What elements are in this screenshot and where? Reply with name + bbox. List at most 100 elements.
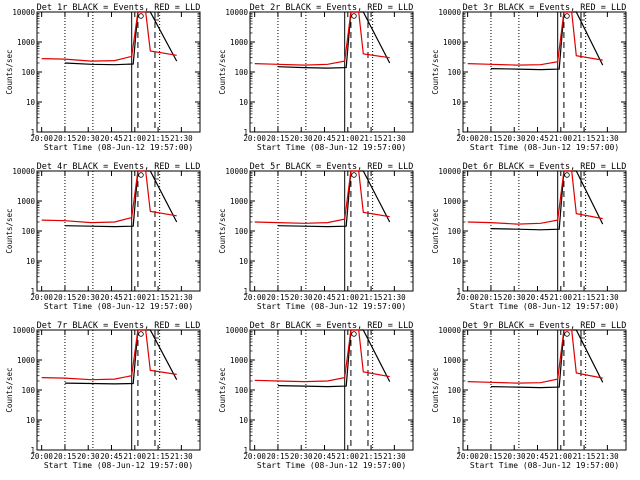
- events-series-line: [490, 329, 604, 389]
- y-tick-label: 10000: [12, 326, 35, 335]
- x-tick-label: 21:30: [596, 293, 619, 302]
- panel-title: Det 8r BLACK = Events, RED = LLD: [250, 321, 414, 331]
- y-axis-label: Counts/sec: [431, 208, 440, 253]
- y-tick-label: 10: [452, 416, 462, 425]
- plot-frame: [462, 11, 627, 133]
- panel-title: Det 5r BLACK = Events, RED = LLD: [250, 162, 414, 172]
- plot-frame: [249, 11, 414, 133]
- y-tick-label: 10000: [225, 8, 248, 17]
- x-tick-label: 21:15: [573, 134, 596, 143]
- y-tick-label: 10000: [225, 167, 248, 176]
- events-series-line: [490, 11, 604, 71]
- detector-panel: Det 8r BLACK = Events, RED = LLD 1 10 100 10…: [218, 321, 414, 470]
- detector-panel: Det 7r BLACK = Events, RED = LLD 1 10 100 10…: [5, 321, 201, 470]
- x-tick-label: 20:00: [30, 134, 53, 143]
- x-tick-label: 20:15: [480, 452, 503, 461]
- x-tick-label: 21:00: [337, 293, 360, 302]
- lld-series-line: [467, 329, 603, 384]
- y-tick-label: 10000: [12, 167, 35, 176]
- y-tick-label: 100: [21, 386, 35, 395]
- events-series-line: [277, 11, 391, 69]
- x-tick-label: 21:00: [550, 452, 573, 461]
- x-tick-label: 21:30: [596, 452, 619, 461]
- x-tick-label: 20:45: [526, 452, 549, 461]
- x-tick-label: 20:45: [100, 134, 123, 143]
- x-axis-label: Start Time (08-Jun-12 19:57:00): [44, 461, 193, 470]
- flare-flag-marker: [564, 331, 570, 337]
- y-tick-label: 1: [456, 128, 461, 137]
- x-tick-label: 20:30: [77, 293, 100, 302]
- x-tick-label: 20:00: [243, 134, 266, 143]
- detector-panel: Det 2r BLACK = Events, RED = LLD 1 10 100 10…: [218, 3, 414, 152]
- y-tick-label: 1: [456, 446, 461, 455]
- x-axis-label: Start Time (08-Jun-12 19:57:00): [257, 143, 406, 152]
- y-tick-label: 1: [243, 446, 248, 455]
- x-tick-label: 21:30: [170, 452, 193, 461]
- x-tick-label: 20:15: [267, 134, 290, 143]
- lld-series-line: [41, 11, 177, 62]
- y-axis-label: Counts/sec: [218, 367, 227, 412]
- y-axis-label: Counts/sec: [5, 49, 14, 94]
- detector-panel: Det 9r BLACK = Events, RED = LLD 1 10 100 10…: [431, 321, 627, 470]
- y-tick-label: 100: [447, 227, 461, 236]
- y-tick-label: 10: [26, 416, 36, 425]
- y-tick-label: 1000: [443, 356, 462, 365]
- x-tick-label: 20:45: [313, 134, 336, 143]
- x-tick-label: 21:30: [383, 134, 406, 143]
- x-tick-label: 20:00: [456, 293, 479, 302]
- y-tick-label: 100: [234, 386, 248, 395]
- x-tick-label: 20:45: [313, 452, 336, 461]
- y-axis-label: Counts/sec: [5, 367, 14, 412]
- x-tick-label: 20:30: [290, 452, 313, 461]
- y-tick-label: 10: [26, 98, 36, 107]
- x-tick-label: 20:30: [77, 452, 100, 461]
- x-tick-label: 20:15: [480, 134, 503, 143]
- y-tick-label: 10: [452, 257, 462, 266]
- y-tick-label: 1: [243, 287, 248, 296]
- x-tick-label: 21:00: [337, 134, 360, 143]
- x-tick-label: 21:15: [147, 452, 170, 461]
- y-axis-label: Counts/sec: [218, 208, 227, 253]
- y-tick-label: 10000: [12, 8, 35, 17]
- x-tick-label: 20:15: [267, 452, 290, 461]
- y-tick-label: 10: [452, 98, 462, 107]
- panel-title: Det 2r BLACK = Events, RED = LLD: [250, 3, 414, 13]
- plot-frame: [462, 170, 627, 292]
- y-tick-label: 1000: [17, 38, 36, 47]
- x-tick-label: 21:30: [170, 134, 193, 143]
- x-tick-label: 20:45: [313, 293, 336, 302]
- y-tick-label: 100: [21, 68, 35, 77]
- plot-frame: [36, 329, 201, 451]
- events-series-line: [64, 329, 178, 385]
- x-tick-label: 21:15: [360, 452, 383, 461]
- y-tick-label: 1: [30, 287, 35, 296]
- x-axis-label: Start Time (08-Jun-12 19:57:00): [470, 143, 619, 152]
- y-tick-label: 1000: [17, 356, 36, 365]
- x-tick-label: 21:00: [124, 134, 147, 143]
- x-tick-label: 21:30: [170, 293, 193, 302]
- y-tick-label: 10: [26, 257, 36, 266]
- flare-flag-marker: [138, 13, 144, 19]
- detector-panel: Det 5r BLACK = Events, RED = LLD 1 10 100 10…: [218, 162, 414, 311]
- flare-flag-marker: [367, 173, 372, 180]
- flare-flag-marker: [154, 332, 159, 339]
- y-tick-label: 1: [243, 128, 248, 137]
- x-tick-label: 20:30: [503, 134, 526, 143]
- events-series-line: [490, 170, 604, 231]
- y-tick-label: 1000: [443, 38, 462, 47]
- x-tick-label: 21:30: [383, 452, 406, 461]
- plot-frame: [36, 11, 201, 133]
- y-tick-label: 100: [447, 68, 461, 77]
- x-tick-label: 21:15: [573, 293, 596, 302]
- x-tick-label: 20:15: [54, 452, 77, 461]
- y-tick-label: 1000: [230, 356, 249, 365]
- y-axis-label: Counts/sec: [5, 208, 14, 253]
- x-tick-label: 21:15: [573, 452, 596, 461]
- flare-flag-marker: [367, 14, 372, 21]
- y-axis-label: Counts/sec: [218, 49, 227, 94]
- detector-panel: Det 1r BLACK = Events, RED = LLD 1 10 100 10…: [5, 3, 201, 152]
- x-axis-label: Start Time (08-Jun-12 19:57:00): [257, 461, 406, 470]
- y-tick-label: 100: [234, 68, 248, 77]
- y-axis-label: Counts/sec: [431, 49, 440, 94]
- events-series-line: [64, 170, 178, 228]
